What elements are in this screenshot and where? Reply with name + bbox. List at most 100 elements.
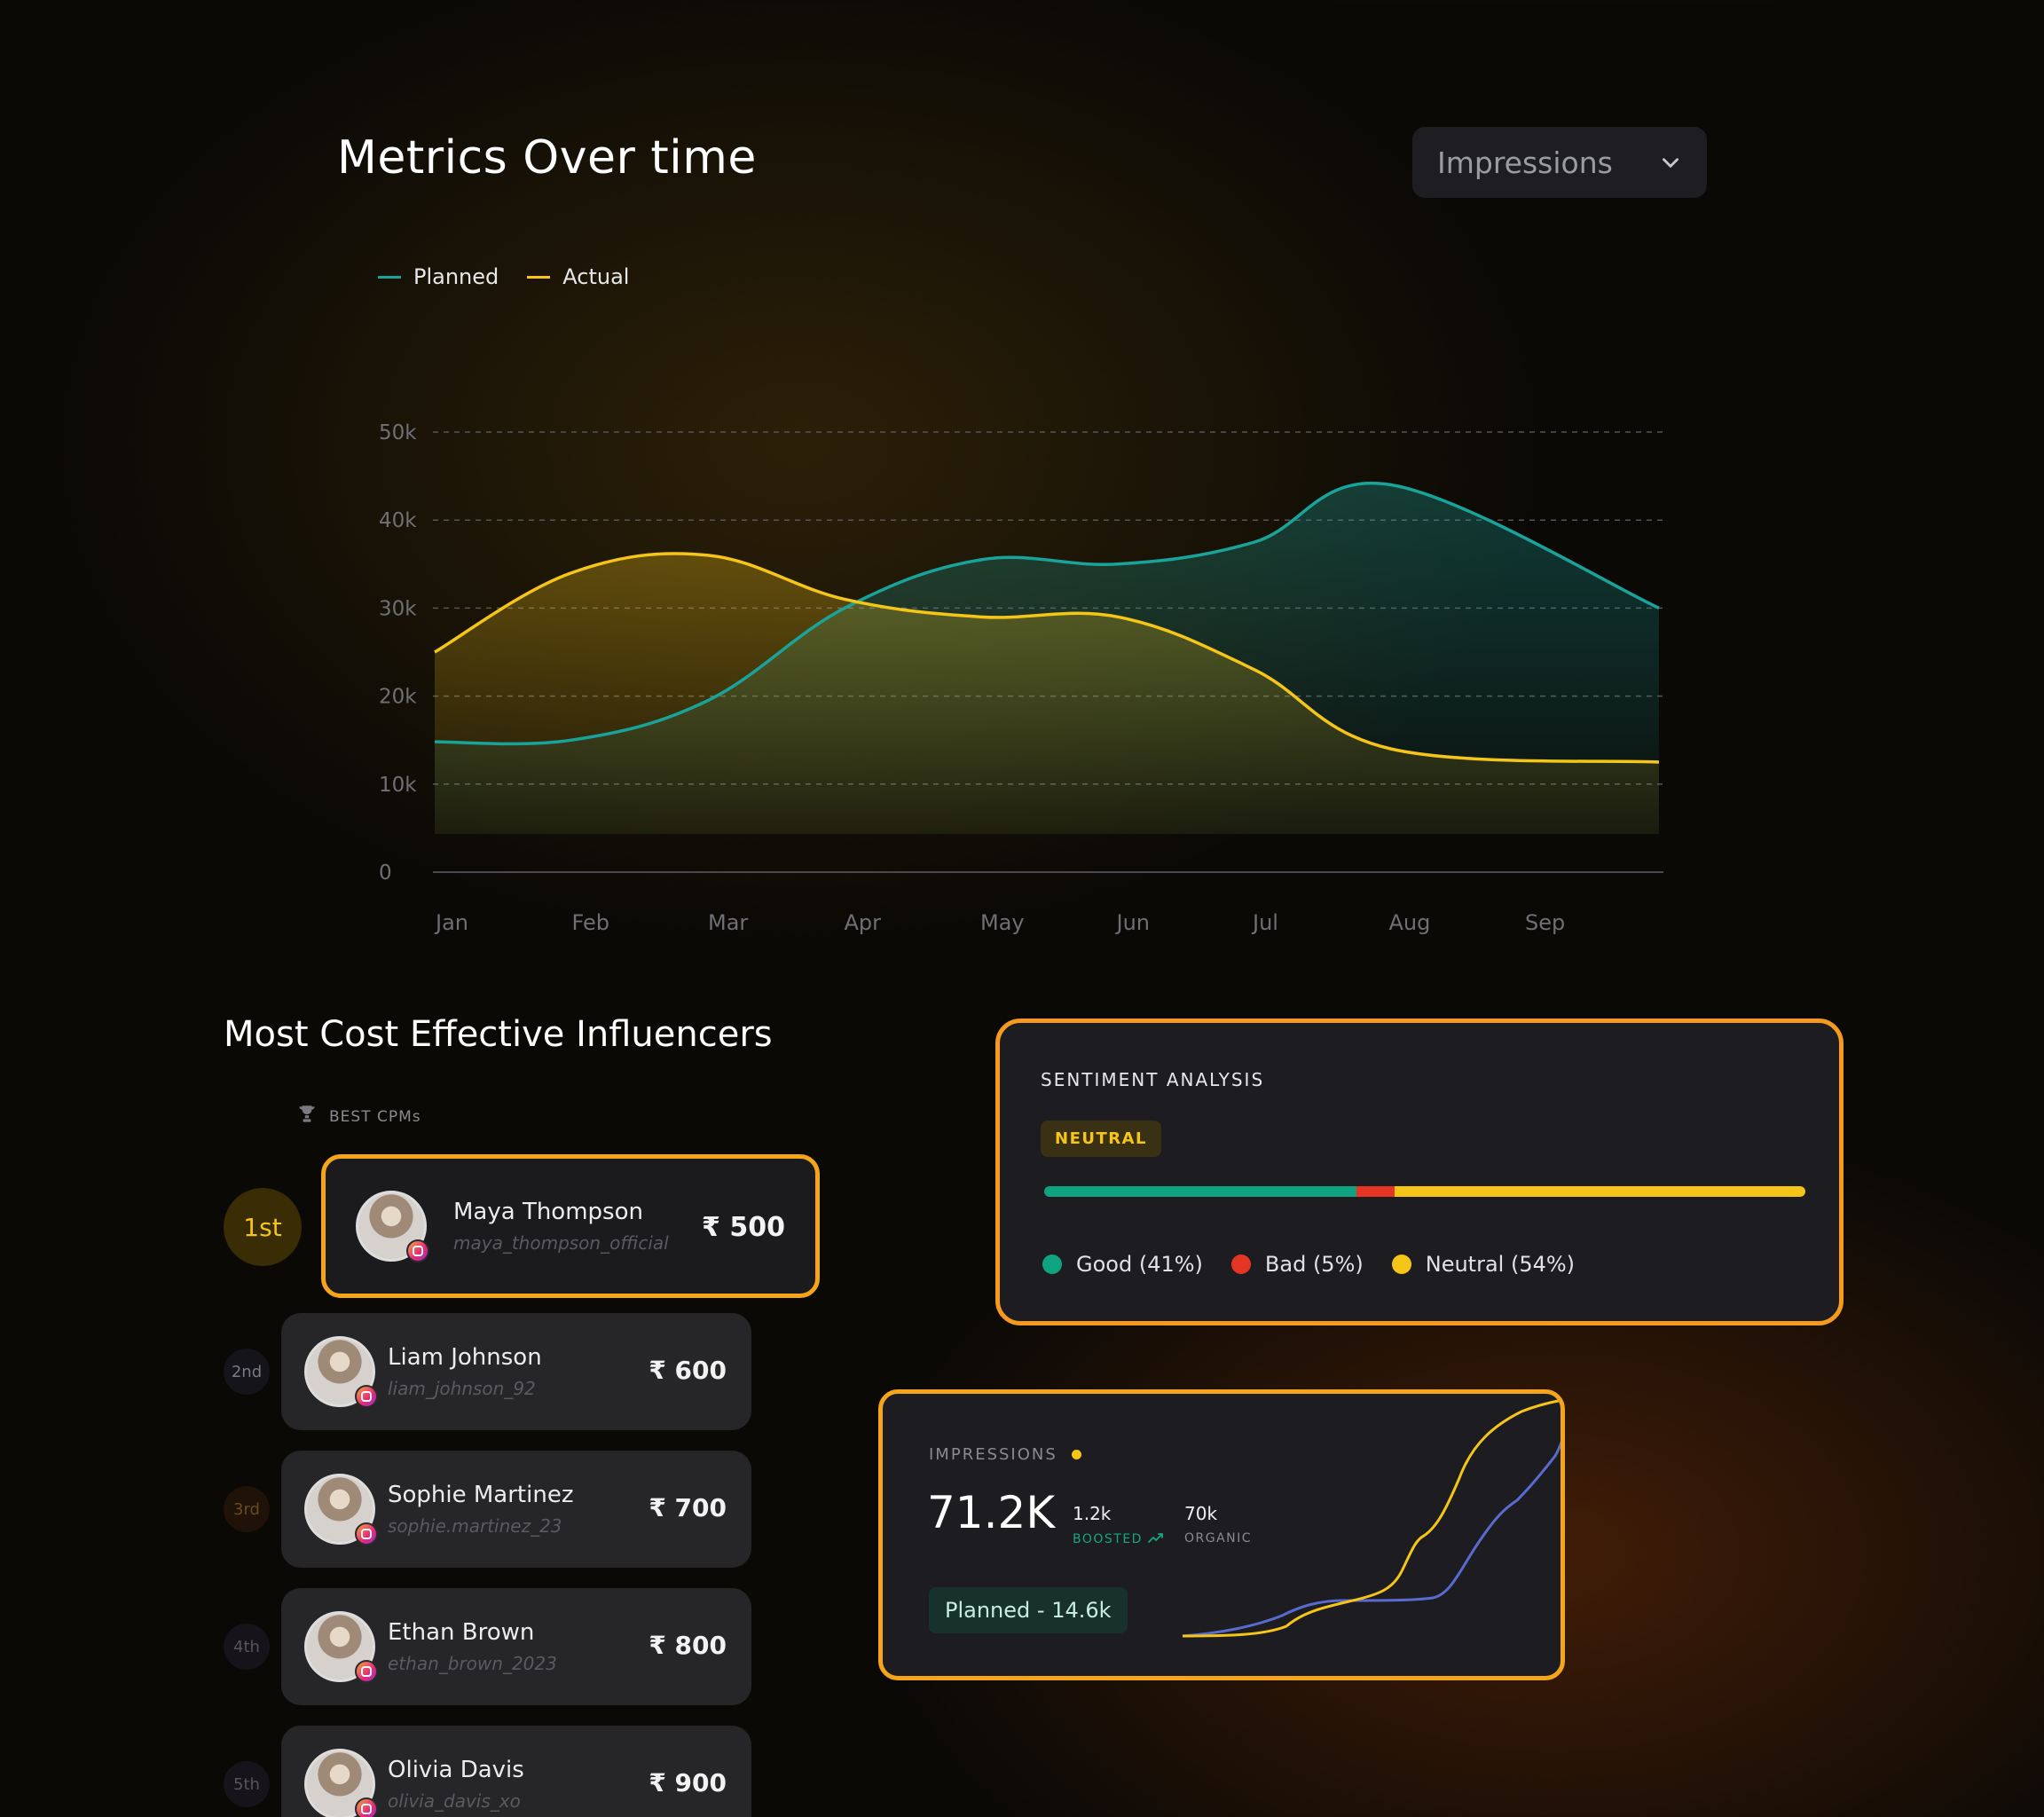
x-tick-label: Apr (845, 910, 882, 935)
legend-swatch-actual (527, 275, 551, 279)
rank-badge-5: 5th (224, 1761, 270, 1807)
good-dot-icon (1042, 1255, 1062, 1274)
x-tick-label: Jun (1115, 910, 1151, 935)
sparkline-planned (1182, 1440, 1561, 1638)
status-dot-icon (1071, 1450, 1081, 1459)
sparkline-actual (1182, 1398, 1561, 1638)
influencer-card-3[interactable]: Sophie Martinez sophie.martinez_23 ₹ 700 (281, 1451, 751, 1568)
influencer-name: Sophie Martinez (388, 1482, 574, 1508)
legend-label-actual: Actual (562, 264, 630, 289)
page-title: Metrics Over time (337, 131, 757, 185)
influencer-price: ₹ 500 (702, 1212, 785, 1243)
influencer-name: Olivia Davis (388, 1757, 524, 1783)
best-cpms-text: BEST CPMs (329, 1107, 421, 1126)
boosted-label: BOOSTED (1073, 1531, 1164, 1547)
chevron-down-icon (1659, 151, 1682, 174)
instagram-icon (355, 1797, 378, 1817)
influencer-handle: liam_johnson_92 (388, 1378, 536, 1399)
impressions-label: IMPRESSIONS (929, 1445, 1081, 1464)
metric-dropdown-value: Impressions (1437, 145, 1613, 180)
influencer-handle: ethan_brown_2023 (388, 1653, 557, 1674)
trophy-icon (295, 1103, 318, 1130)
boosted-stat: 1.2k BOOSTED (1073, 1503, 1164, 1547)
impressions-card: IMPRESSIONS 71.2K 1.2k BOOSTED 70k ORGAN… (878, 1389, 1565, 1680)
y-tick-label: 40k (379, 509, 417, 532)
legend-item-actual[interactable]: Actual (527, 264, 629, 289)
y-tick-label: 50k (379, 421, 417, 444)
bad-label: Bad (5%) (1264, 1252, 1364, 1277)
influencer-price: ₹ 800 (649, 1631, 727, 1660)
y-tick-label: 0 (379, 861, 392, 885)
good-label: Good (41%) (1076, 1252, 1203, 1277)
avatar (304, 1336, 378, 1408)
legend-swatch-planned (378, 275, 401, 279)
avatar (304, 1474, 378, 1546)
series-line-actual (434, 552, 1660, 764)
influencer-name: Liam Johnson (388, 1344, 542, 1371)
sentiment-legend-good: Good (41%) (1042, 1252, 1203, 1277)
sentiment-badge: NEUTRAL (1041, 1121, 1162, 1157)
bad-dot-icon (1230, 1255, 1251, 1274)
impressions-value: 71.2K (927, 1487, 1056, 1538)
area-fill-actual (435, 553, 1659, 834)
boosted-value: 1.2k (1073, 1503, 1112, 1524)
y-tick-label: 20k (379, 686, 417, 709)
influencer-name: Maya Thompson (453, 1199, 643, 1225)
avatar (304, 1611, 378, 1683)
sentiment-bar-neutral (1394, 1186, 1805, 1197)
planned-pill: Planned - 14.6k (929, 1587, 1128, 1633)
rank-badge-1: 1st (224, 1188, 302, 1266)
rank-badge-4: 4th (224, 1624, 270, 1670)
avatar (304, 1749, 378, 1817)
organic-stat: 70k ORGANIC (1184, 1503, 1252, 1546)
influencer-name: Ethan Brown (388, 1619, 535, 1646)
rank-badge-3: 3rd (224, 1486, 270, 1532)
sentiment-bar-good (1044, 1186, 1356, 1197)
influencer-handle: olivia_davis_xo (388, 1790, 521, 1812)
influencer-handle: maya_thompson_official (453, 1232, 669, 1254)
sentiment-legend: Good (41%) Bad (5%) Neutral (54%) (1042, 1252, 1575, 1277)
x-tick-label: May (980, 910, 1025, 935)
influencer-card-2[interactable]: Liam Johnson liam_johnson_92 ₹ 600 (281, 1313, 751, 1430)
influencer-price: ₹ 900 (649, 1768, 727, 1797)
metrics-area-chart: 50k 40k 30k 20k 10k 0 Jan Feb Mar Apr May Jun Jul Aug… (379, 421, 1663, 935)
neutral-dot-icon (1391, 1255, 1411, 1274)
instagram-icon (355, 1522, 378, 1546)
influencer-card-1[interactable]: Maya Thompson maya_thompson_official ₹ 5… (321, 1154, 820, 1298)
influencer-price: ₹ 700 (649, 1493, 727, 1522)
impressions-label-text: IMPRESSIONS (929, 1445, 1057, 1464)
sentiment-bar-bad (1356, 1186, 1395, 1197)
organic-label: ORGANIC (1184, 1531, 1253, 1546)
best-cpms-label: BEST CPMs (295, 1103, 421, 1130)
boosted-label-text: BOOSTED (1073, 1532, 1143, 1546)
legend-item-planned[interactable]: Planned (378, 264, 499, 289)
sentiment-title: SENTIMENT ANALYSIS (1041, 1069, 1265, 1090)
instagram-icon (355, 1660, 378, 1683)
legend-label-planned: Planned (413, 264, 499, 289)
x-tick-label: Jul (1251, 910, 1278, 935)
influencer-card-4[interactable]: Ethan Brown ethan_brown_2023 ₹ 800 (281, 1588, 751, 1705)
sentiment-legend-bad: Bad (5%) (1230, 1252, 1364, 1277)
x-tick-label: Mar (708, 910, 748, 935)
x-tick-label: Aug (1389, 910, 1431, 935)
sentiment-legend-neutral: Neutral (54%) (1391, 1252, 1576, 1277)
y-tick-label: 30k (379, 597, 417, 620)
influencer-card-5[interactable]: Olivia Davis olivia_davis_xo ₹ 900 (281, 1726, 751, 1817)
x-tick-label: Feb (572, 910, 610, 935)
chart-legend: Planned Actual (378, 264, 629, 289)
series-line-planned (434, 482, 1660, 746)
rank-badge-2: 2nd (224, 1349, 270, 1395)
sentiment-bar (1044, 1186, 1805, 1197)
instagram-icon (406, 1239, 429, 1262)
x-tick-label: Sep (1525, 910, 1565, 935)
influencer-price: ₹ 600 (649, 1356, 727, 1385)
trending-up-icon (1148, 1531, 1164, 1547)
neutral-label: Neutral (54%) (1425, 1252, 1576, 1277)
instagram-icon (355, 1385, 378, 1408)
sentiment-card: SENTIMENT ANALYSIS NEUTRAL Good (41%) Ba… (995, 1019, 1844, 1325)
organic-value: 70k (1184, 1503, 1218, 1524)
y-tick-label: 10k (379, 774, 417, 797)
x-tick-label: Jan (434, 910, 468, 935)
metric-dropdown[interactable]: Impressions (1412, 127, 1707, 198)
influencers-title: Most Cost Effective Influencers (224, 1014, 773, 1055)
